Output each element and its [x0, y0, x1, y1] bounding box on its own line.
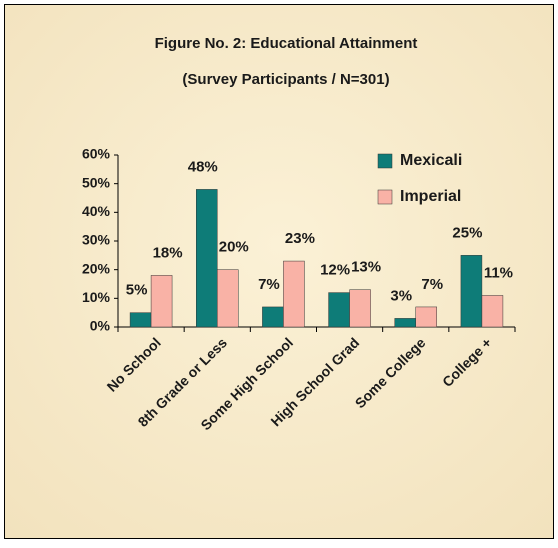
bar [349, 289, 371, 328]
value-label: 25% [452, 224, 482, 241]
y-tick-label: 30% [82, 232, 111, 248]
bar [283, 260, 305, 328]
legend-label: Imperial [400, 188, 461, 205]
value-label: 5% [126, 282, 148, 299]
chart-title: Figure No. 2: Educational Attainment [155, 35, 418, 52]
value-label: 48% [188, 158, 218, 175]
bar [217, 269, 239, 328]
y-tick-label: 40% [82, 203, 111, 219]
value-label: 11% [484, 264, 513, 281]
bar [481, 295, 504, 328]
value-label: 18% [153, 244, 183, 261]
value-label: 12% [320, 262, 350, 279]
bar [196, 189, 218, 328]
value-label: 3% [390, 287, 412, 304]
y-tick-label: 20% [82, 260, 111, 276]
bar [415, 306, 437, 328]
y-tick-label: 10% [82, 289, 111, 305]
value-label: 7% [421, 276, 443, 293]
chart-subtitle: (Survey Participants / N=301) [182, 71, 389, 88]
value-label: 20% [219, 239, 249, 256]
y-tick-label: 60% [82, 146, 111, 162]
bar [150, 275, 173, 328]
value-label: 13% [351, 259, 381, 276]
legend-swatch [377, 153, 393, 169]
bar [129, 312, 152, 328]
y-tick-label: 0% [90, 318, 111, 334]
bar [328, 292, 350, 328]
bar [262, 306, 284, 328]
bar [460, 255, 483, 328]
value-label: 23% [285, 230, 315, 247]
y-tick-label: 50% [82, 174, 111, 190]
legend-label: Mexicali [400, 152, 462, 169]
legend-swatch [377, 189, 393, 205]
bar [394, 318, 416, 328]
value-label: 7% [258, 276, 280, 293]
